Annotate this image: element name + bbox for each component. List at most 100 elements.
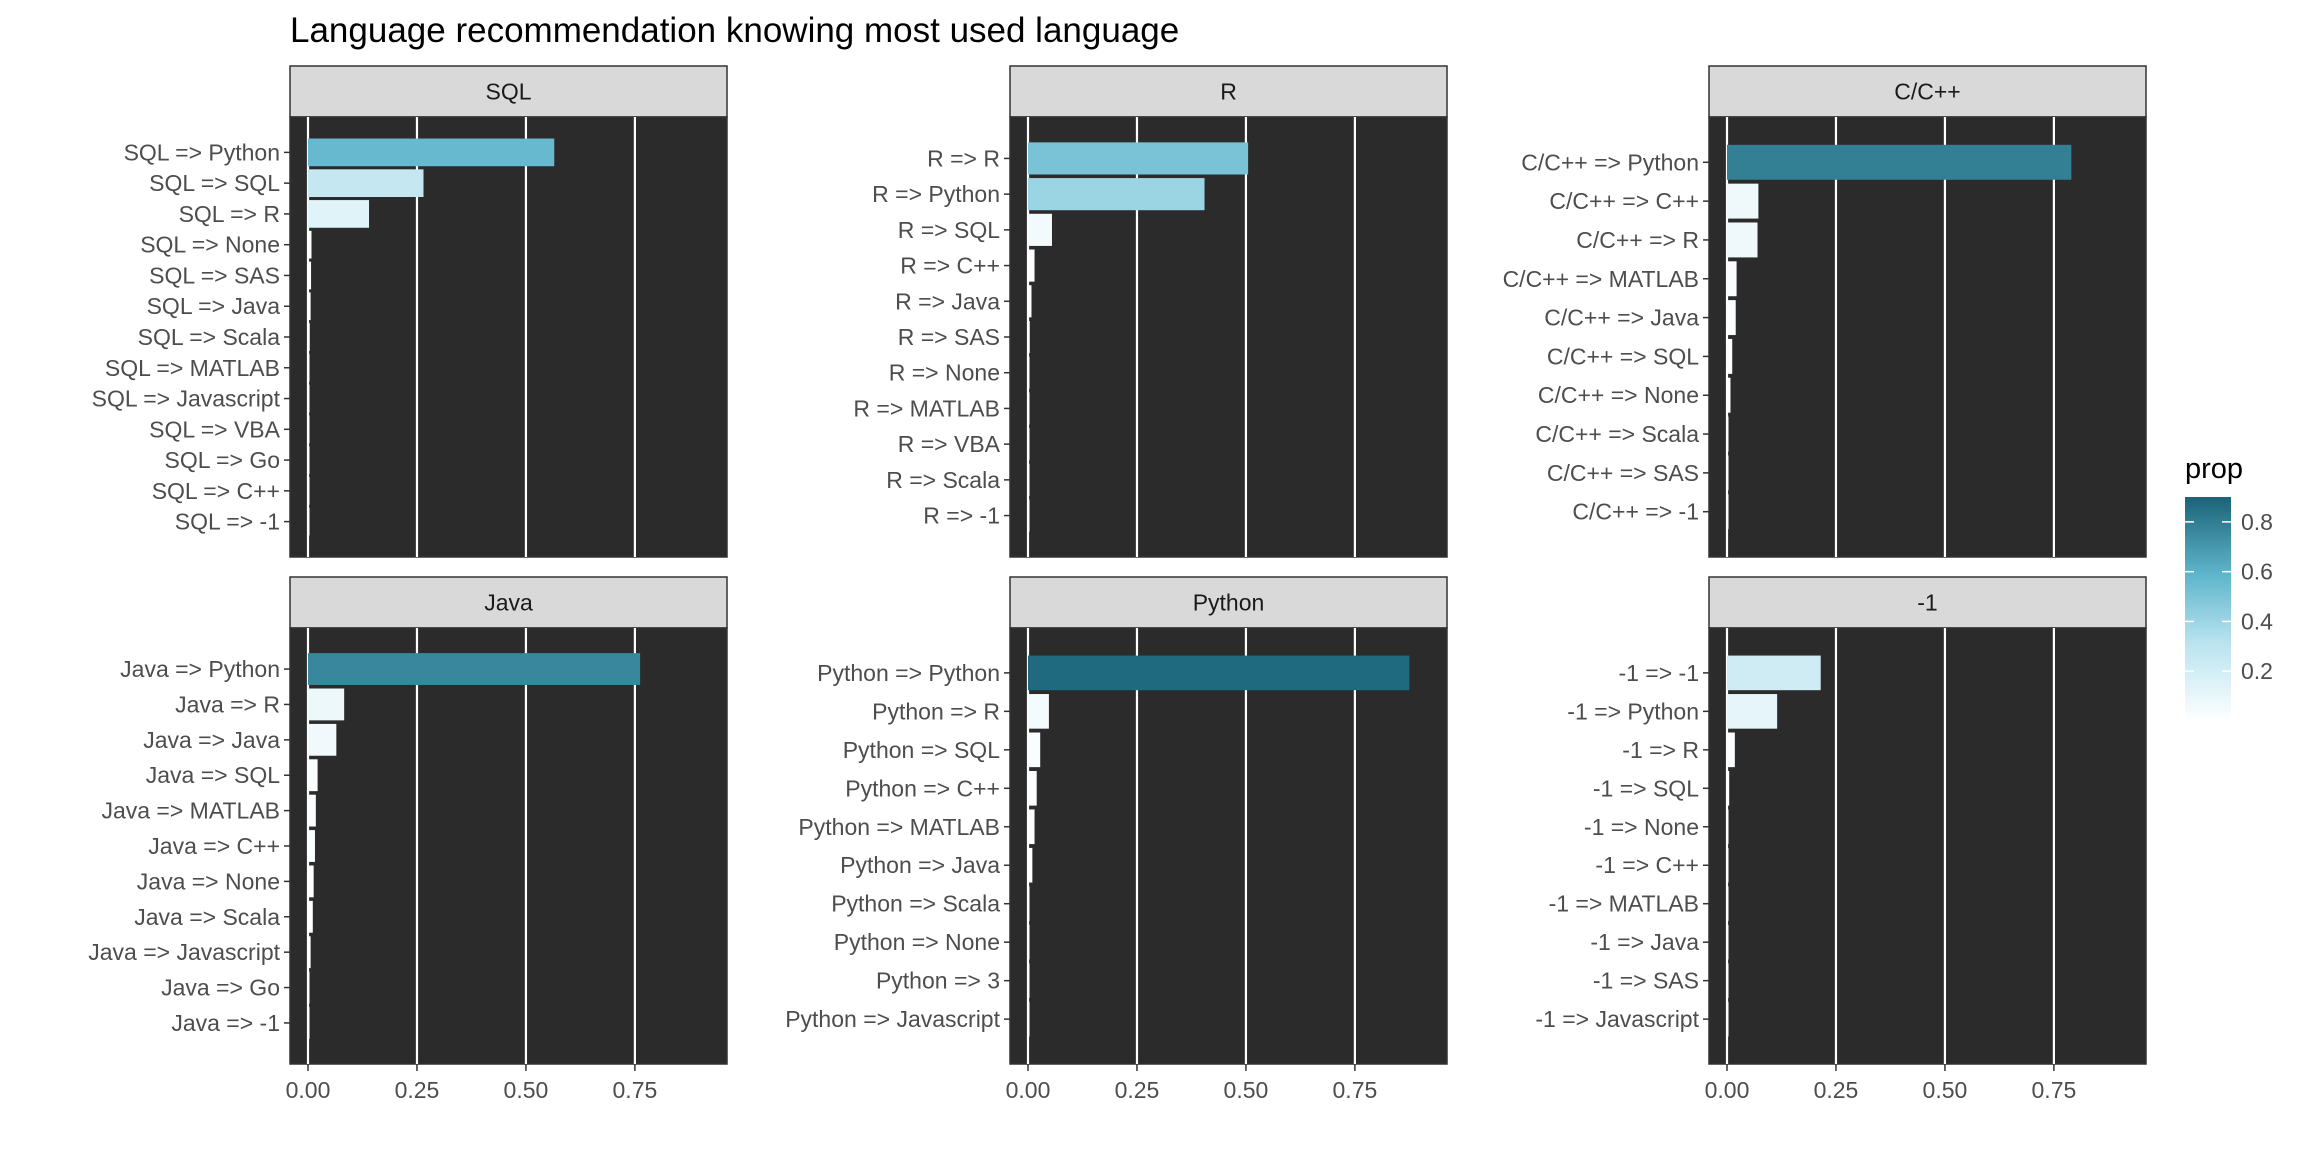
y-tick-label: Java => Java	[143, 727, 280, 753]
bar	[1028, 499, 1030, 532]
bar	[1028, 285, 1032, 318]
y-tick-label: Python => Python	[817, 660, 1000, 686]
y-tick-label: SQL => Go	[165, 447, 281, 473]
bar	[308, 477, 310, 505]
y-tick-label: -1 => None	[1584, 814, 1699, 840]
facet-strip	[289, 65, 728, 118]
y-tick-label: SQL => Java	[147, 293, 281, 319]
y-tick-label: -1 => R	[1622, 737, 1699, 763]
facet-strip	[1708, 65, 2147, 118]
bar	[308, 384, 310, 413]
y-tick-label: SQL => VBA	[149, 416, 280, 442]
facet-strip	[289, 576, 728, 629]
bar	[1028, 732, 1041, 768]
y-tick-label: R => VBA	[898, 431, 1001, 457]
bar	[1028, 924, 1030, 960]
y-tick-label: SQL => Scala	[138, 324, 281, 350]
y-tick-label: C/C++ => Java	[1544, 305, 1699, 331]
bar	[308, 169, 424, 197]
panel-background	[1708, 116, 2147, 558]
x-tick-label: 0.00	[286, 1077, 331, 1103]
y-tick-label: R => Scala	[886, 467, 1000, 493]
bar	[1727, 300, 1736, 336]
y-tick-label: SQL => C++	[152, 478, 280, 504]
x-tick-label: 0.75	[2032, 1077, 2077, 1103]
y-tick-label: Java => R	[175, 691, 280, 717]
y-tick-label: R => SQL	[898, 217, 1000, 243]
bar	[1727, 655, 1821, 691]
y-tick-label: C/C++ => R	[1576, 227, 1699, 253]
bar	[1727, 222, 1758, 258]
y-tick-label: Java => Python	[120, 656, 280, 682]
legend-title: prop	[2185, 453, 2243, 485]
bar	[308, 446, 310, 474]
bar	[1028, 249, 1035, 282]
legend-tick-label: 0.6	[2241, 559, 2273, 585]
bar	[308, 794, 316, 827]
y-tick-label: Python => MATLAB	[798, 814, 1000, 840]
bar	[1028, 963, 1030, 998]
y-tick-label: R => R	[927, 145, 1000, 171]
bar	[1028, 655, 1410, 691]
bar	[1028, 320, 1030, 354]
x-tick-label: 0.50	[1224, 1077, 1269, 1103]
facet-panels: SQL SQL => Python SQL => SQL SQL => R SQL =>…	[88, 65, 2147, 1103]
bar	[308, 353, 310, 382]
y-tick-label: -1 => MATLAB	[1549, 891, 1699, 917]
bar	[1028, 1001, 1030, 1037]
legend-tick-label: 0.8	[2241, 509, 2273, 535]
y-tick-label: -1 => SAS	[1593, 968, 1699, 994]
panel-background	[1708, 627, 2147, 1065]
x-tick-label: 0.25	[1115, 1077, 1160, 1103]
y-tick-label: C/C++ => SAS	[1547, 460, 1699, 486]
facet-strip	[1009, 576, 1448, 629]
bar	[308, 230, 312, 259]
bar	[1727, 770, 1730, 806]
facet-strip	[1009, 65, 1448, 118]
bar	[308, 138, 555, 167]
y-tick-label: C/C++ => None	[1538, 382, 1699, 408]
bar	[1727, 924, 1729, 960]
y-tick-label: R => SAS	[898, 324, 1000, 350]
facet-strip	[1708, 576, 2147, 629]
bar	[1028, 142, 1249, 175]
y-tick-label: Java => -1	[171, 1010, 280, 1036]
bar	[308, 688, 345, 721]
bar	[308, 936, 311, 969]
y-tick-label: Python => None	[834, 929, 1000, 955]
y-tick-label: Python => SQL	[843, 737, 1000, 763]
legend-tick-label: 0.4	[2241, 608, 2273, 634]
y-tick-label: -1 => C++	[1595, 852, 1699, 878]
y-tick-label: -1 => Javascript	[1535, 1006, 1699, 1032]
bar	[308, 507, 310, 536]
bar	[1028, 886, 1030, 922]
y-tick-label: SQL => MATLAB	[105, 355, 280, 381]
bar	[1727, 261, 1737, 297]
y-tick-label: Java => MATLAB	[101, 798, 280, 824]
y-tick-label: -1 => SQL	[1593, 775, 1699, 801]
y-tick-label: Java => SQL	[146, 762, 280, 788]
facet-strip-label: C/C++	[1894, 79, 1960, 105]
bar	[1727, 886, 1729, 922]
y-tick-label: R => Java	[895, 288, 1000, 314]
bar	[1028, 178, 1205, 211]
y-tick-label: C/C++ => -1	[1572, 499, 1699, 525]
bar	[1028, 428, 1030, 461]
y-tick-label: Java => None	[137, 868, 280, 894]
bar	[1727, 732, 1735, 768]
bar	[1727, 694, 1778, 729]
bar	[1028, 847, 1033, 883]
bar	[308, 292, 311, 321]
facet-strip-label: Python	[1193, 590, 1265, 616]
y-tick-label: Python => 3	[876, 968, 1000, 994]
x-tick-label: 0.75	[1333, 1077, 1378, 1103]
bar	[308, 759, 318, 792]
facet-panel-2: R R => R R => Python R => SQL R => C++ R => J…	[853, 65, 1448, 558]
y-tick-label: R => None	[889, 360, 1000, 386]
facet-panel-3: C/C++ C/C++ => Python C/C++ => C++ C/C++ =>…	[1503, 65, 2147, 558]
facet-strip-label: SQL	[485, 79, 531, 105]
bar	[308, 1007, 310, 1039]
bar	[1028, 213, 1052, 246]
y-tick-label: Java => Go	[161, 975, 280, 1001]
